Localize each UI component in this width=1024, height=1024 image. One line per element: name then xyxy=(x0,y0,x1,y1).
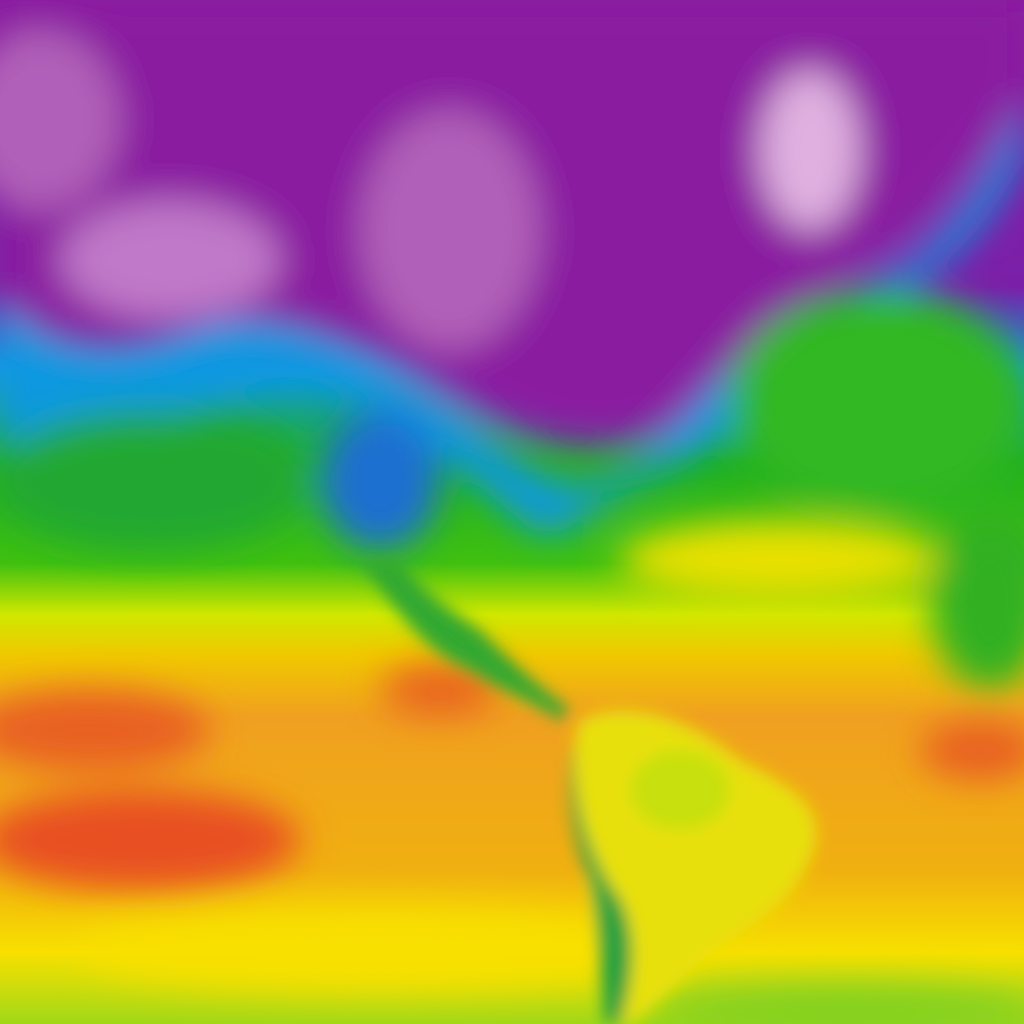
central-america xyxy=(360,560,570,720)
tropical-hot xyxy=(0,790,300,890)
pacific-mild xyxy=(0,410,310,550)
arctic-light-region xyxy=(360,110,540,350)
north-america-cool xyxy=(320,410,440,550)
tropical-hot xyxy=(0,690,210,770)
arctic-light-region xyxy=(60,200,280,320)
tropical-hot xyxy=(380,665,500,715)
subtropic-warm xyxy=(620,520,940,600)
greenland-coldest xyxy=(760,70,860,230)
continents xyxy=(360,560,817,1024)
andes-cool xyxy=(570,740,632,1024)
arctic-light-region xyxy=(0,30,120,210)
southern-mild xyxy=(650,985,1024,1024)
atlantic-mild xyxy=(730,290,1024,510)
amazon-mild xyxy=(630,750,730,830)
subtropic-warm xyxy=(80,910,680,990)
tropical-hot xyxy=(920,720,1024,780)
africa-mild xyxy=(930,510,1024,690)
